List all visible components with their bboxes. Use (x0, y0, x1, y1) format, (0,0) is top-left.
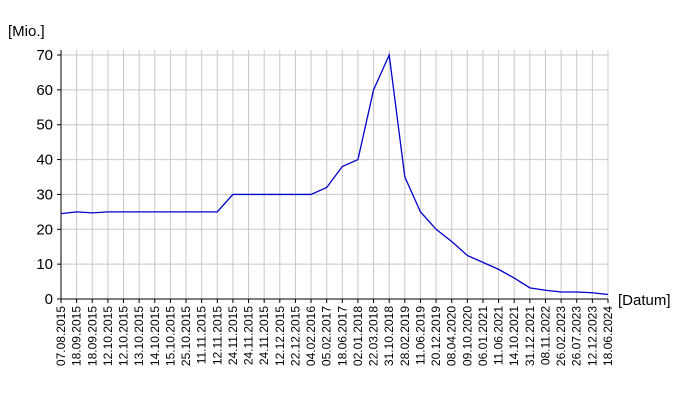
x-tick-label: 11.06.2021 (492, 306, 506, 365)
x-tick-label: 18.09.2015 (70, 306, 84, 366)
x-tick-label: 08.11.2022 (538, 306, 552, 365)
y-tick-label: 70 (36, 47, 53, 64)
y-tick-label: 60 (36, 82, 53, 99)
x-tick-label: 26.07.2023 (570, 306, 584, 366)
x-tick-label: 26.02.2023 (554, 306, 568, 366)
x-tick-label: 02.01.2018 (351, 306, 365, 366)
y-axis-label: [Mio.] (8, 23, 45, 40)
y-tick-label: 40 (36, 152, 53, 169)
x-tick-label: 31.10.2018 (382, 306, 396, 366)
x-tick-label: 13.10.2015 (132, 306, 146, 366)
x-tick-label: 18.06.2024 (601, 306, 615, 366)
x-tick-label: 08.04.2020 (445, 306, 459, 366)
x-tick-label: 14.10.2015 (148, 306, 162, 366)
y-tick-label: 10 (36, 256, 53, 273)
x-tick-label: 24.11.2015 (226, 306, 240, 365)
x-tick-label: 24.11.2015 (242, 306, 256, 365)
x-tick-label: 18.06.2017 (335, 306, 349, 366)
x-tick-label: 15.10.2015 (163, 306, 177, 366)
x-tick-label: 24.11.2015 (257, 306, 271, 365)
x-tick-label: 05.02.2017 (320, 306, 334, 366)
x-tick-label: 18.09.2015 (85, 306, 99, 366)
x-tick-label: 11.06.2019 (413, 306, 427, 365)
x-tick-label: 12.12.2015 (273, 306, 287, 366)
x-tick-label: 22.03.2018 (367, 306, 381, 366)
x-tick-label: 31.12.2021 (523, 306, 537, 366)
x-tick-label: 22.12.2015 (288, 306, 302, 366)
y-tick-label: 50 (36, 117, 53, 134)
x-tick-label: 12.10.2015 (101, 306, 115, 366)
x-tick-label: 12.11.2015 (210, 306, 224, 365)
x-tick-label: 12.12.2023 (585, 306, 599, 366)
y-tick-label: 20 (36, 221, 53, 238)
x-tick-label: 14.10.2021 (507, 306, 521, 366)
x-axis-label: [Datum] (618, 292, 671, 309)
x-tick-label: 25.10.2015 (179, 306, 193, 366)
x-tick-label: 06.01.2021 (476, 306, 490, 366)
y-tick-label: 30 (36, 186, 53, 203)
y-tick-label: 0 (45, 291, 53, 308)
x-tick-label: 07.08.2015 (54, 306, 68, 366)
x-tick-label: 11.11.2015 (195, 306, 209, 365)
x-tick-label: 12.10.2015 (117, 306, 131, 366)
data-line (60, 52, 609, 296)
x-tick-label: 28.02.2019 (398, 306, 412, 366)
x-tick-label: 20.12.2019 (429, 306, 443, 366)
x-tick-label: 04.02.2016 (304, 306, 318, 366)
x-tick-label: 09.10.2020 (460, 306, 474, 366)
